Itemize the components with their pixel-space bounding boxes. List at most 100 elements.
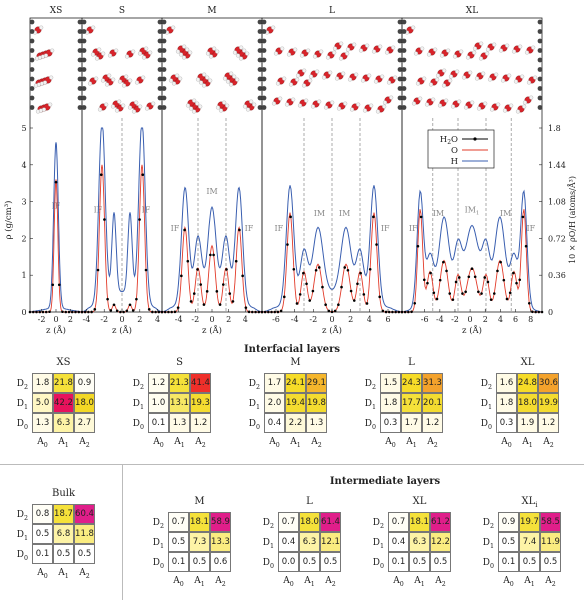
carbon-wall-atom: [401, 57, 407, 63]
series-h2o-point: [442, 260, 445, 264]
series-h2o-point: [138, 218, 141, 221]
hydrogen-atom: [522, 104, 527, 109]
column-label: A0: [173, 576, 184, 588]
heatmap-cell: 0.3: [380, 413, 401, 433]
hydrogen-atom: [330, 100, 335, 105]
carbon-wall-atom: [77, 95, 83, 101]
legend-sub: 2: [447, 139, 451, 146]
hydrogen-atom: [323, 105, 329, 110]
heatmap-cell: 1.2: [538, 413, 559, 433]
hydrogen-atom: [485, 47, 491, 52]
hydrogen-atom: [192, 98, 197, 103]
series-h2o-point: [106, 297, 109, 301]
series-h2o-point: [180, 274, 183, 278]
heatmap-cell: 0.4: [388, 532, 409, 552]
hydrogen-atom: [104, 102, 109, 107]
heatmap-cell: 61.4: [320, 512, 341, 532]
hydrogen-atom: [422, 76, 427, 81]
heatmap-title: S: [176, 357, 183, 368]
water-molecules-illustration: [261, 19, 403, 114]
carbon-wall-atom: [29, 29, 35, 34]
row-label: D1: [480, 399, 492, 411]
hydrogen-atom: [110, 104, 116, 109]
hydrogen-atom: [271, 101, 277, 106]
series-h2o-point: [225, 268, 228, 271]
hydrogen-atom: [367, 73, 372, 78]
hydrogen-atom: [299, 53, 305, 58]
panel-title: M: [207, 6, 216, 16]
carbon-wall-atom: [537, 95, 543, 101]
carbon-wall-atom: [261, 48, 267, 53]
hydrogen-atom: [321, 75, 327, 80]
x-tick-label: 6: [385, 315, 390, 324]
series-h2o-point: [368, 267, 372, 271]
x-tick-label: -2: [100, 315, 108, 324]
series-h2o-point: [473, 275, 477, 279]
row-label: D0: [16, 550, 28, 562]
hydrogen-atom: [50, 48, 55, 53]
carbon-wall-atom: [261, 57, 267, 63]
hydrogen-atom: [463, 105, 469, 110]
row-label: D2: [364, 379, 376, 391]
carbon-wall-atom: [401, 86, 407, 91]
series-h2o-point: [403, 310, 407, 314]
hydrogen-atom: [205, 75, 210, 80]
hydrogen-atom: [336, 106, 342, 111]
hydrogen-atom: [191, 109, 197, 114]
legend-label: H: [451, 157, 458, 167]
series-h-line: [261, 185, 403, 313]
carbon-wall-atom: [401, 67, 407, 72]
panel-title: XS: [50, 6, 63, 16]
heatmap-cell: 0.0: [278, 552, 299, 572]
hydrogen-atom: [424, 102, 430, 107]
hydrogen-atom: [41, 107, 47, 112]
heatmap-cell: 0.1: [148, 413, 169, 433]
carbon-wall-atom: [261, 76, 267, 82]
hydrogen-atom: [345, 51, 350, 56]
panel-xs: XS IF -2 0 2z (Å): [28, 6, 84, 336]
hydrogen-atom: [411, 101, 417, 106]
series-h2o-point: [524, 244, 528, 248]
carbon-wall-atom: [81, 105, 87, 110]
heatmap-cell: 0.5: [189, 552, 210, 572]
heatmap-cell: 13.1: [169, 393, 190, 413]
hydrogen-atom: [181, 55, 187, 60]
series-h2o-point: [212, 253, 215, 257]
hydrogen-atom: [182, 44, 187, 49]
series-h2o-point: [422, 278, 426, 282]
hydrogen-atom: [362, 108, 368, 113]
heatmap-cell: 2.0: [264, 393, 285, 413]
series-h2o-point: [289, 215, 292, 219]
hydrogen-atom: [479, 41, 484, 46]
row-label: D0: [262, 558, 274, 570]
series-h2o-point: [61, 310, 64, 314]
intermediate-heatmap-xli: XLi D2 0.9 19.7 58.5 D1 0.5 7.4 11.9 D0 0.1 0.5 0.5 A…: [478, 496, 562, 596]
series-h2o-point: [502, 278, 506, 282]
y-tick-label: 0: [21, 308, 26, 317]
series-h2o-point: [93, 308, 97, 311]
section-divider: [0, 464, 584, 465]
legend-o: O: [451, 135, 458, 145]
hydrogen-atom: [208, 78, 213, 83]
hydrogen-atom: [507, 73, 512, 78]
carbon-wall-atom: [77, 67, 83, 72]
hydrogen-atom: [131, 109, 137, 114]
carbon-wall-atom: [161, 67, 167, 72]
region-label: IF: [142, 205, 151, 214]
heatmap-cell: 60.4: [74, 504, 95, 524]
series-h2o-point: [192, 292, 196, 295]
carbon-wall-atom: [257, 105, 263, 110]
heatmap-cell: 1.8: [32, 373, 53, 393]
hydrogen-atom: [435, 77, 440, 82]
series-h2o-point: [131, 309, 135, 312]
hydrogen-atom: [533, 75, 538, 80]
heatmap-cell: 1.8: [496, 393, 517, 413]
hydrogen-atom: [107, 73, 112, 78]
series-h2o-point: [311, 289, 315, 293]
hydrogen-atom: [308, 74, 314, 79]
hydrogen-atom: [382, 100, 388, 105]
series-h2o-point: [480, 292, 483, 295]
carbon-wall-atom: [261, 29, 267, 34]
heatmap-title: XS: [56, 357, 71, 368]
x-tick-label: 2: [483, 315, 488, 324]
